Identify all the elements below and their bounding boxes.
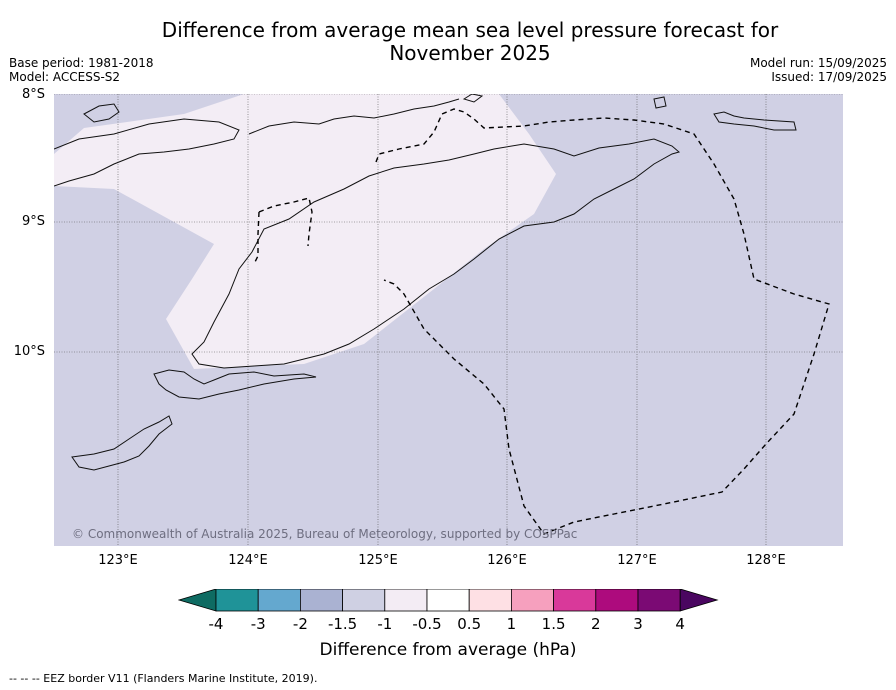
colorbar-segment [510,588,554,612]
lat-label-8s: 8°S [21,87,45,102]
colorbar-tick-label: 1 [506,615,517,633]
model-name: Model: ACCESS-S2 [9,70,121,84]
lon-label-128e: 128°E [746,553,786,568]
colorbar-segment [553,588,597,612]
coastline-rote [153,369,317,400]
colorbar-segment [595,588,639,612]
colorbar-tick-label: -1 [377,615,393,633]
colorbar-tick-label: -2 [292,615,308,633]
lon-label-125e: 125°E [358,553,398,568]
coastline-islet-1 [83,103,120,123]
colorbar-segment [426,588,470,612]
base-period: Base period: 1981-2018 [9,56,154,70]
map-canvas [54,94,843,546]
lon-label-124e: 124°E [228,553,268,568]
map-panel [54,94,843,546]
colorbar-segment [342,588,386,612]
colorbar-tick-label: 0.5 [457,615,482,633]
eez-border [375,108,830,535]
colorbar-tick-label: -0.5 [412,615,442,633]
coastline-islet-2 [653,96,667,109]
title-line-2: November 2025 [389,41,551,65]
lat-label-9s: 9°S [21,214,45,229]
coastline-islet-4 [462,94,484,103]
colorbar-svg [177,588,719,612]
colorbar-tick-label: 2 [591,615,601,633]
model-run: Model run: 15/09/2025 [749,56,887,70]
colorbar-extend-high [679,588,719,612]
colorbar-title: Difference from average (hPa) [319,640,577,660]
colorbar-tick-label: 1.5 [541,615,566,633]
coastlines [54,94,797,471]
colorbar-tick-label: -4 [208,615,224,633]
coastline-north-2 [248,98,460,135]
colorbar-segment [637,588,681,612]
meta-right: Model run: 15/09/2025 Issued: 17/09/2025 [750,56,887,84]
colorbar [177,588,720,619]
eez-footnote: -- -- -- EEZ border V11 (Flanders Marine… [9,672,318,685]
lat-label-10s: 10°S [13,344,45,359]
colorbar-tick-label: -1.5 [327,615,358,633]
coastline-north [54,118,240,187]
colorbar-tick-label: 3 [633,615,643,633]
eez-border-west [253,197,313,265]
lon-label-126e: 126°E [487,553,527,568]
colorbar-segment [468,588,512,612]
colorbar-segment [300,588,344,612]
coastline-timor [191,138,681,369]
coastline-islet-3 [713,111,797,131]
colorbar-segment [384,588,428,612]
colorbar-tick-label: -3 [250,615,266,633]
lon-label-127e: 127°E [617,553,657,568]
colorbar-segment [257,588,301,612]
chart-title: Difference from average mean sea level p… [120,19,820,65]
coastline-sawu [71,415,173,471]
copyright-notice: © Commonwealth of Australia 2025, Bureau… [72,527,578,541]
issued-date: Issued: 17/09/2025 [771,70,887,84]
title-line-1: Difference from average mean sea level p… [161,18,779,42]
meta-left: Base period: 1981-2018 Model: ACCESS-S2 [9,56,154,84]
gridlines [54,94,843,546]
colorbar-tick-label: 4 [675,615,685,633]
colorbar-extend-low [177,588,217,612]
lon-label-123e: 123°E [98,553,138,568]
colorbar-segment [215,588,259,612]
